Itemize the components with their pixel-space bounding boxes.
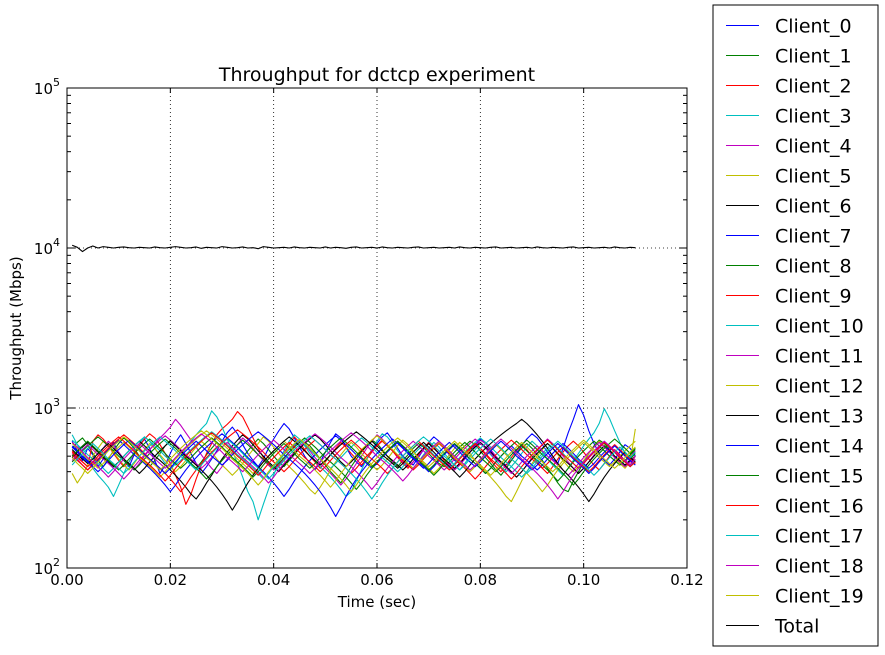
series-line-total [71, 244, 636, 253]
axis-ticks [66, 87, 688, 569]
x-tick-label: 0.10 [567, 571, 600, 589]
series-line-client-14 [71, 431, 636, 517]
y-tick-label: 104 [34, 236, 60, 258]
plot-series-group [71, 244, 636, 521]
legend-label-client-16: Client_16 [775, 496, 864, 518]
legend-label-client-8: Client_8 [775, 256, 852, 278]
legend-label-client-15: Client_15 [775, 466, 864, 488]
legend-label-client-13: Client_13 [775, 406, 864, 428]
y-tick-label: 102 [34, 556, 60, 578]
legend-label-client-2: Client_2 [775, 76, 852, 98]
y-axis-label: Throughput (Mbps) [7, 256, 25, 400]
series-line-client-17 [71, 435, 636, 500]
legend-label-total: Total [774, 616, 819, 638]
series-line-client-15 [71, 437, 636, 486]
x-tick-label: 0.12 [670, 571, 703, 589]
x-tick-label: 0.00 [50, 571, 83, 589]
legend-label-client-12: Client_12 [775, 376, 864, 398]
series-line-client-7 [71, 433, 636, 498]
series-line-client-18 [71, 432, 636, 500]
legend: Client_0 Client_1 Client_2 Client_3 Client_4… [712, 4, 879, 647]
x-tick-label: 0.04 [257, 571, 290, 589]
chart-title: Throughput for dctcp experiment [218, 64, 535, 86]
x-axis-label: Time (sec) [337, 593, 416, 611]
legend-label-client-10: Client_10 [775, 316, 864, 338]
legend-label-client-19: Client_19 [775, 586, 864, 608]
legend-label-client-18: Client_18 [775, 556, 864, 578]
x-tick-label: 0.02 [154, 571, 187, 589]
x-tick-label: 0.08 [464, 571, 497, 589]
series-line-client-11 [71, 433, 636, 490]
legend-label-client-3: Client_3 [775, 106, 852, 128]
legend-label-client-14: Client_14 [775, 436, 864, 458]
series-line-client-16 [71, 432, 636, 482]
legend-label-client-1: Client_1 [775, 46, 852, 68]
series-line-client-13 [71, 418, 636, 511]
y-tick-label: 105 [34, 76, 60, 98]
y-tick-label: 103 [34, 396, 60, 418]
legend-label-client-4: Client_4 [775, 136, 852, 158]
x-tick-label: 0.06 [360, 571, 393, 589]
legend-label-client-17: Client_17 [775, 526, 864, 548]
legend-label-client-6: Client_6 [775, 196, 852, 218]
legend-label-client-0: Client_0 [775, 16, 852, 38]
legend-label-client-9: Client_9 [775, 286, 852, 308]
legend-label-client-7: Client_7 [775, 226, 852, 248]
axis-tick-labels: 0.00 0.02 0.04 0.06 0.08 0.10 0.12 102 103 104 105 [34, 76, 704, 589]
series-line-client-6 [71, 434, 636, 500]
series-line-client-8 [71, 436, 636, 490]
legend-label-client-5: Client_5 [775, 166, 852, 188]
series-line-client-9 [71, 429, 636, 493]
series-line-client-19 [71, 430, 636, 493]
legend-label-client-11: Client_11 [775, 346, 864, 368]
series-line-client-12 [71, 430, 636, 493]
